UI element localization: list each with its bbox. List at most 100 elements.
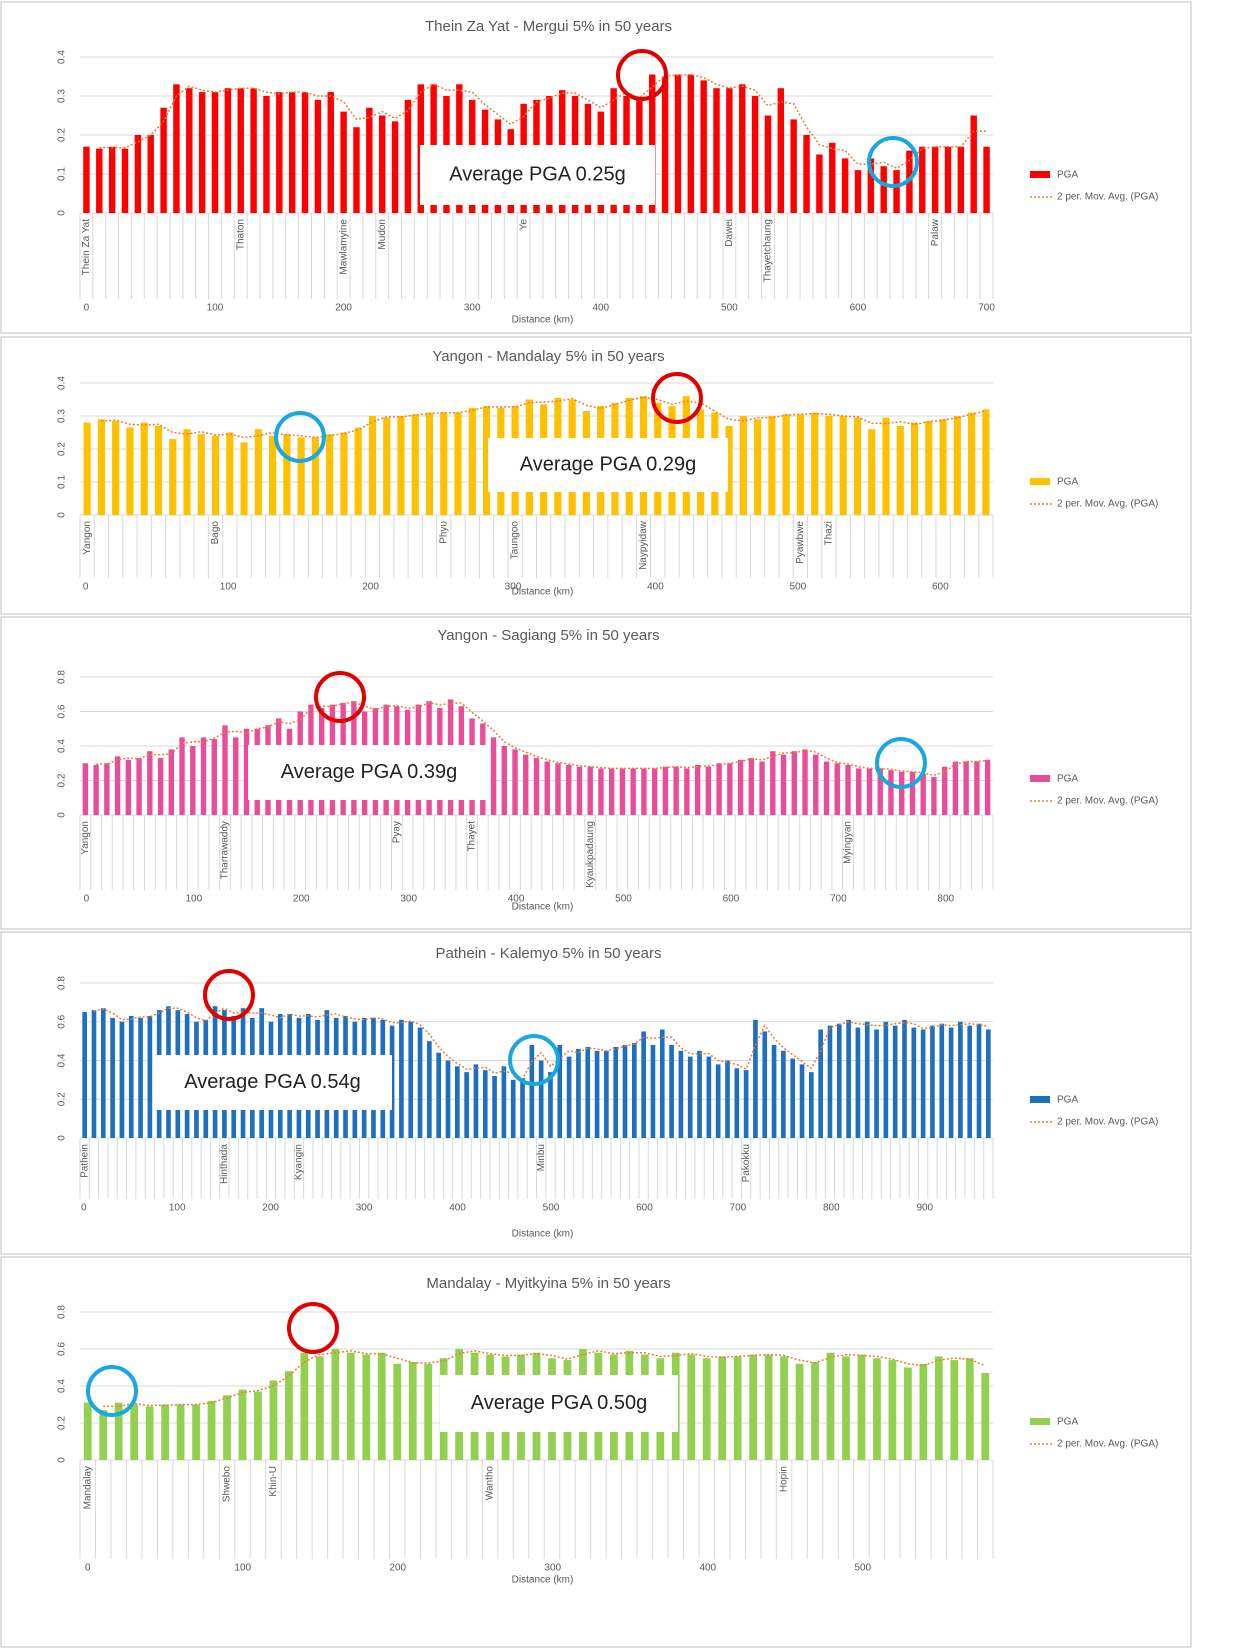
bar: [186, 88, 193, 213]
bar: [965, 1358, 974, 1460]
bar: [674, 74, 682, 213]
category-label: Phyu: [438, 521, 449, 544]
bar: [104, 763, 110, 815]
bar: [454, 412, 462, 515]
bar: [678, 1050, 684, 1138]
bar: [179, 737, 185, 815]
bar: [931, 146, 939, 213]
legend-label: PGA: [1057, 1417, 1078, 1428]
x-tick-label: 400: [699, 1563, 716, 1574]
bar: [473, 1064, 479, 1138]
bar: [110, 1017, 115, 1138]
bar: [490, 737, 497, 815]
bar: [854, 170, 862, 213]
bar: [440, 412, 448, 515]
bar: [112, 420, 120, 515]
category-label: Thayet: [467, 821, 478, 852]
bar: [82, 763, 89, 815]
bar: [790, 119, 797, 213]
bar: [327, 92, 334, 213]
bar: [826, 1352, 835, 1460]
y-tick-label: 0: [57, 512, 68, 518]
bar: [649, 74, 656, 213]
bar: [733, 1356, 742, 1460]
bar: [445, 1060, 451, 1138]
legend-label: PGA: [1057, 1095, 1078, 1106]
bar: [920, 773, 926, 815]
bar: [684, 768, 690, 815]
moving-average: [96, 701, 988, 777]
x-axis-label: Distance (km): [512, 315, 574, 326]
x-tick-label: 600: [932, 582, 949, 593]
bar: [726, 88, 733, 213]
bar: [818, 1029, 823, 1138]
bar: [700, 80, 707, 214]
bar: [173, 84, 180, 213]
bar: [706, 1056, 712, 1138]
annotation: Average PGA 0.39g: [281, 761, 457, 783]
bar: [877, 768, 883, 815]
bar: [160, 107, 167, 213]
bar: [715, 1064, 721, 1138]
y-tick-label: 0.8: [57, 976, 68, 990]
bar: [842, 1356, 850, 1460]
bar: [130, 1404, 139, 1460]
bar: [427, 1041, 432, 1138]
bar: [533, 758, 540, 815]
legend-swatch: [1030, 478, 1050, 485]
category-label: Mudon: [377, 219, 388, 250]
bar: [354, 427, 362, 515]
x-tick-label: 0: [84, 303, 90, 314]
x-tick-label: 600: [723, 894, 740, 905]
bar: [867, 158, 875, 213]
x-tick-label: 100: [220, 582, 237, 593]
bar: [934, 1356, 943, 1460]
category-label: Naypyidaw: [638, 520, 649, 570]
bar: [576, 766, 583, 815]
bar: [687, 1354, 696, 1460]
legend-swatch: [1030, 1096, 1050, 1103]
bar: [957, 146, 965, 213]
bar: [902, 1019, 907, 1138]
bar: [197, 434, 205, 515]
annotation: Average PGA 0.29g: [520, 453, 696, 475]
bar: [811, 1361, 819, 1460]
x-tick-label: 700: [978, 303, 995, 314]
x-tick-label: 800: [823, 1203, 840, 1214]
bar: [727, 763, 733, 815]
highlight-circle: [314, 671, 366, 723]
bar: [566, 1056, 572, 1138]
y-tick-label: 0: [57, 210, 68, 216]
bar: [734, 1068, 740, 1138]
bar: [315, 1356, 324, 1460]
bar: [263, 96, 270, 213]
category-label: Ye: [518, 219, 529, 231]
bar: [737, 759, 744, 815]
bar: [718, 1356, 727, 1460]
bar: [598, 768, 604, 815]
y-tick-label: 0: [57, 812, 68, 818]
x-tick-label: 400: [592, 303, 609, 314]
category-label: Yangon: [80, 821, 91, 855]
bar: [868, 429, 876, 515]
x-tick-label: 500: [721, 303, 738, 314]
bar: [630, 768, 636, 815]
bar: [976, 1023, 982, 1138]
bar: [813, 754, 819, 815]
y-tick-label: 0.6: [57, 704, 68, 718]
bar: [904, 1367, 912, 1460]
bar: [512, 749, 518, 815]
bar: [855, 1027, 861, 1138]
bar: [436, 1052, 442, 1138]
annotation: Average PGA 0.50g: [471, 1392, 647, 1414]
bar: [168, 749, 174, 815]
category-label: Hinthada: [219, 1144, 230, 1184]
bar: [622, 1045, 628, 1138]
x-tick-label: 0: [81, 1203, 87, 1214]
bar: [836, 1023, 842, 1138]
chart-panel: Mandalay - Myitkyina 5% in 50 years 0 0.2 0…: [0, 1256, 1192, 1648]
x-tick-label: 800: [937, 894, 954, 905]
bar: [896, 425, 904, 515]
bar: [651, 768, 658, 815]
